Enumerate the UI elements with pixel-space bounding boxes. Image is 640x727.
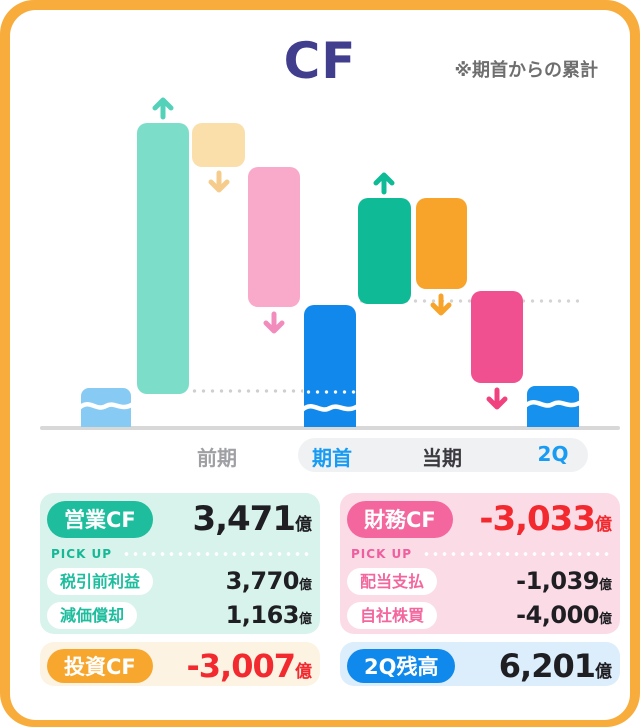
- share-buyback-value: -4,000億: [516, 601, 612, 629]
- bar-2q-balance: [522, 386, 584, 427]
- unit-label: 億: [298, 578, 312, 593]
- unit-label: 億: [295, 515, 312, 535]
- pickup-label: PICK UP: [351, 547, 413, 561]
- bar-prev-start-balance: [76, 388, 136, 427]
- dotted-level-beginning-balance: [357, 299, 579, 303]
- page-title: CF: [283, 32, 357, 90]
- pretax-profit-pill: 税引前利益: [47, 567, 154, 595]
- q2-balance-value: 6,201億: [498, 647, 612, 685]
- pickup-item: 自社株買 -4,000億: [340, 595, 620, 629]
- arrow-up-icon: [150, 96, 176, 120]
- unit-label: 億: [595, 515, 612, 535]
- financing-cf-value: -3,033億: [479, 499, 612, 539]
- x-label-previous-period: 前期: [197, 446, 237, 470]
- arrow-down-icon: [428, 293, 454, 317]
- pickup-item: 減価償却 1,163億: [40, 595, 320, 629]
- dividend-payment-value: -1,039億: [516, 567, 612, 595]
- investing-cf-card: 投資CF -3,007億: [40, 642, 320, 686]
- unit-label: 億: [598, 612, 612, 627]
- x-label-period-start[interactable]: 期首: [312, 446, 352, 470]
- unit-label: 億: [595, 662, 612, 682]
- investing-cf-value: -3,007億: [186, 647, 313, 685]
- arrow-down-icon: [261, 311, 287, 335]
- unit-label: 億: [298, 612, 312, 627]
- bar-beginning-balance: [299, 305, 361, 427]
- depreciation-value: 1,163億: [225, 601, 312, 629]
- bar-prev-financing-cf: [248, 167, 300, 307]
- pickup-item: 税引前利益 3,770億: [40, 561, 320, 595]
- bar-prev-investing-cf: [192, 123, 245, 167]
- financing-cf-card: 財務CF -3,033億 PICK UP 配当支払 -1,039億 自社株買 -…: [340, 493, 620, 634]
- depreciation-pill: 減価償却: [47, 601, 138, 629]
- wave-break-icon: [522, 395, 584, 413]
- bar-financing-cf: [471, 291, 523, 383]
- unit-label: 億: [295, 662, 312, 682]
- dividend-payment-pill: 配当支払: [347, 567, 438, 595]
- dotted-level-overlay: [304, 390, 356, 394]
- arrow-down-icon: [206, 170, 232, 194]
- operating-cf-badge: 営業CF: [47, 500, 153, 538]
- pickup-dotted-divider: [422, 552, 610, 556]
- unit-label: 億: [598, 578, 612, 593]
- q2-balance-badge: 2Q残高: [347, 649, 456, 683]
- share-buyback-pill: 自社株買: [347, 601, 438, 629]
- pretax-profit-value: 3,770億: [225, 567, 312, 595]
- bar-operating-cf: [358, 198, 411, 304]
- bar-prev-operating-cf: [137, 123, 189, 394]
- wave-break-icon: [76, 397, 136, 415]
- operating-cf-value: 3,471億: [192, 499, 312, 539]
- arrow-down-icon: [484, 387, 510, 411]
- cumulative-note: ※期首からの累計: [454, 60, 599, 81]
- investing-cf-badge: 投資CF: [47, 649, 153, 683]
- arrow-up-icon: [371, 171, 397, 195]
- q2-balance-card: 2Q残高 6,201億: [340, 642, 620, 686]
- waterfall-chart: [10, 10, 630, 720]
- x-axis-line: [40, 426, 620, 430]
- x-axis-period-pill: [298, 438, 588, 472]
- pickup-item: 配当支払 -1,039億: [340, 561, 620, 595]
- bar-investing-cf: [416, 198, 467, 289]
- financing-cf-badge: 財務CF: [347, 500, 453, 538]
- pickup-dotted-divider: [122, 552, 310, 556]
- content-card: CF ※期首からの累計 前期 期首 当期 2Q 営業CF 3,471億 PICK…: [10, 10, 630, 720]
- dotted-level-prev-start: [190, 389, 303, 393]
- x-label-2q[interactable]: 2Q: [537, 442, 569, 466]
- operating-cf-card: 営業CF 3,471億 PICK UP 税引前利益 3,770億 減価償却 1,…: [40, 493, 320, 634]
- pickup-label: PICK UP: [51, 547, 113, 561]
- wave-break-icon: [299, 399, 361, 417]
- x-label-current-period[interactable]: 当期: [422, 446, 462, 470]
